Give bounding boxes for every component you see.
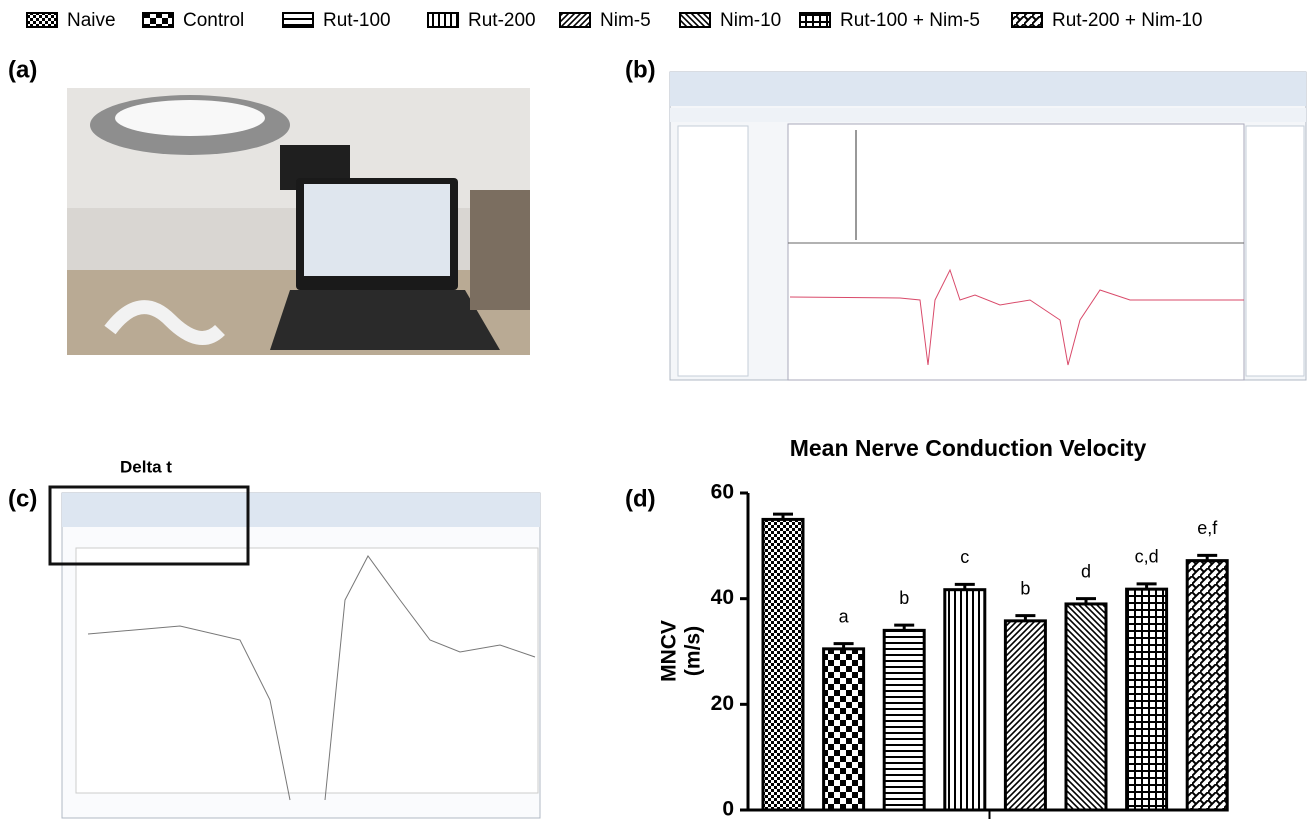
legend-swatch xyxy=(1011,12,1043,28)
legend-text: Rut-100 + Nim-5 xyxy=(840,10,980,31)
bar xyxy=(1064,602,1108,812)
legend-swatch xyxy=(282,12,314,28)
y-axis-label: MNCV xyxy=(658,620,681,682)
bar xyxy=(761,517,805,812)
panel-label: (d) xyxy=(625,485,656,512)
panel-label: (a) xyxy=(8,56,37,83)
bar xyxy=(943,588,987,812)
legend-swatch xyxy=(26,12,58,28)
legend-swatch xyxy=(799,12,831,28)
legend-text: Nim-10 xyxy=(720,10,781,31)
chart-title: Mean Nerve Conduction Velocity xyxy=(790,435,1147,461)
legend-swatch xyxy=(427,12,459,28)
legend-swatch xyxy=(559,12,591,28)
bar xyxy=(1185,559,1229,812)
legend-text: Control xyxy=(183,10,244,31)
legend-text: Rut-200 + Nim-10 xyxy=(1052,10,1202,31)
annotation: e,f xyxy=(1197,518,1218,538)
panel-label: (c) xyxy=(8,485,37,512)
bar xyxy=(822,647,866,812)
software-screenshot xyxy=(669,71,1307,381)
legend-text: Rut-200 xyxy=(468,10,536,31)
y-tick-label: 60 xyxy=(711,481,734,504)
y-axis-label: (m/s) xyxy=(682,626,705,676)
bar xyxy=(882,628,926,812)
annotation: c,d xyxy=(1135,547,1159,567)
annotation: a xyxy=(839,606,850,626)
legend-swatch xyxy=(679,12,711,28)
annotation: c xyxy=(960,547,969,567)
legend-swatch xyxy=(142,12,174,28)
legend-text: Naive xyxy=(67,10,116,31)
setup-photo xyxy=(67,88,530,355)
delta-t-screenshot xyxy=(48,485,541,819)
annotation: b xyxy=(1020,578,1030,598)
bar xyxy=(1003,619,1047,812)
annotation: b xyxy=(899,588,909,608)
y-tick-label: 40 xyxy=(711,586,734,609)
legend-text: Nim-5 xyxy=(600,10,651,31)
annotation: d xyxy=(1081,561,1091,581)
caption: Delta t xyxy=(120,457,172,476)
y-tick-label: 0 xyxy=(722,798,734,819)
y-tick-label: 20 xyxy=(711,692,734,715)
bar xyxy=(1125,587,1169,812)
legend-text: Rut-100 xyxy=(323,10,391,31)
panel-label: (b) xyxy=(625,56,656,83)
